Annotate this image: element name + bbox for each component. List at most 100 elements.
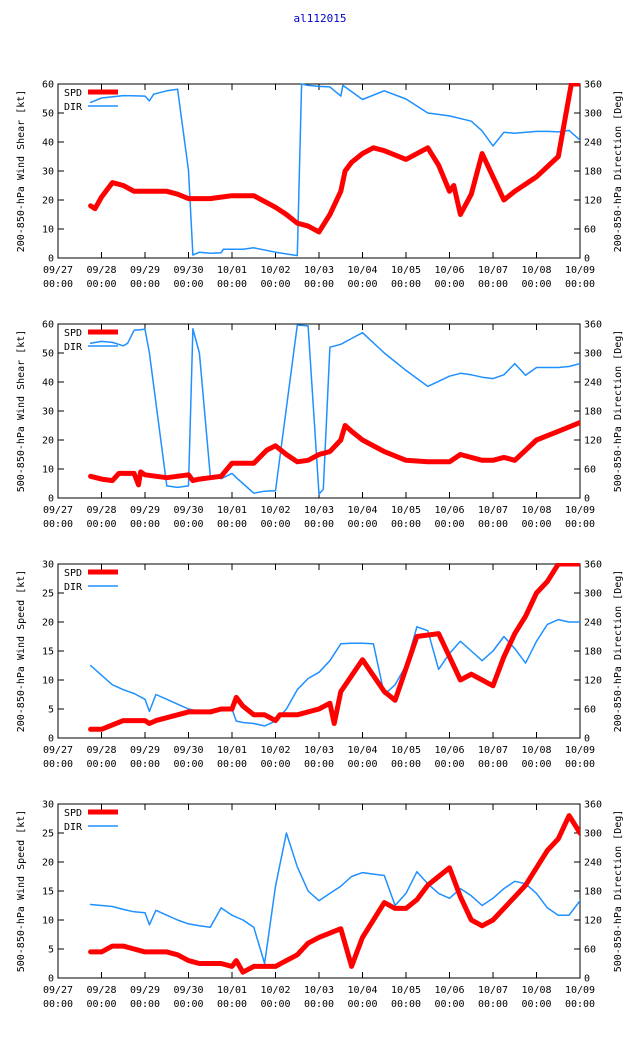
y-axis-label: 200-850-hPa Wind Shear [kt] [16, 90, 27, 253]
spd-series-line [88, 563, 580, 732]
x-tick-date: 10/09 [565, 745, 595, 756]
chart-panel-1: 0 10 20 30 40 50 60 0 60 120 180 240 300 360 09/27 00:0… [16, 80, 624, 291]
y-tick-label: 10 [42, 465, 54, 476]
y2-tick-label: 240 [584, 858, 602, 869]
x-tick-date: 09/30 [173, 265, 203, 276]
x-tick-time: 00:00 [521, 999, 551, 1010]
chart-title: al112015 [293, 12, 347, 25]
y2-tick-label: 360 [584, 320, 602, 331]
x-tick-time: 00:00 [173, 279, 203, 290]
y2-tick-label: 180 [584, 407, 602, 418]
x-tick-date: 10/04 [347, 745, 377, 756]
x-tick-date: 10/02 [260, 265, 290, 276]
y-tick-label: 15 [42, 887, 54, 898]
x-tick-time: 00:00 [130, 279, 160, 290]
legend: SPD DIR [64, 328, 118, 353]
x-tick-date: 09/28 [86, 745, 116, 756]
y-tick-label: 0 [48, 734, 54, 745]
y-axis-label: 500-850-hPa Wind Speed [kt] [16, 810, 27, 973]
x-tick-date: 09/27 [43, 985, 73, 996]
x-tick-date: 10/09 [565, 265, 595, 276]
x-tick-time: 00:00 [43, 279, 73, 290]
y-tick-label: 50 [42, 109, 54, 120]
series-group [88, 813, 580, 975]
chart-panel-4: 05101520253006012018024030036009/2700:00… [16, 800, 624, 1011]
y-tick-label: 0 [48, 254, 54, 265]
dir-series-line [89, 618, 580, 727]
x-tick-time: 00:00 [565, 279, 595, 290]
legend: SPD DIR [64, 568, 118, 593]
y2-tick-label: 60 [584, 465, 596, 476]
x-tick-date: 09/30 [173, 505, 203, 516]
y-tick-label: 60 [42, 80, 54, 91]
y2-tick-label: 300 [584, 589, 602, 600]
y-tick-label: 20 [42, 436, 54, 447]
x-tick-time: 00:00 [260, 519, 290, 530]
x-tick-time: 00:00 [478, 759, 508, 770]
y2-tick-label: 240 [584, 138, 602, 149]
x-tick-time: 00:00 [347, 759, 377, 770]
legend-spd-label: SPD [64, 88, 82, 99]
x-tick-time: 00:00 [304, 279, 334, 290]
x-tick-time: 00:00 [521, 519, 551, 530]
y-tick-label: 30 [42, 800, 54, 811]
legend-dir-label: DIR [64, 102, 83, 113]
legend-spd-label: SPD [64, 568, 82, 579]
y2-tick-label: 300 [584, 349, 602, 360]
series-group [88, 83, 580, 257]
y-tick-label: 40 [42, 138, 54, 149]
y2-tick-label: 60 [584, 945, 596, 956]
y2-tick-label: 300 [584, 109, 602, 120]
x-tick-date: 10/05 [391, 985, 421, 996]
y-tick-label: 0 [48, 974, 54, 985]
x-tick-date: 09/27 [43, 505, 73, 516]
legend-spd-label: SPD [64, 808, 82, 819]
dir-series-line [89, 324, 580, 495]
y-tick-label: 20 [42, 196, 54, 207]
series-group [88, 324, 580, 495]
y-tick-label: 25 [42, 589, 54, 600]
x-tick-date: 09/29 [130, 985, 160, 996]
x-tick-time: 00:00 [217, 279, 247, 290]
legend-spd-label: SPD [64, 328, 82, 339]
x-tick-date: 09/29 [130, 265, 160, 276]
plot-frame [57, 323, 581, 499]
y2-axis-label: 500-850-hPa Direction [Deg] [613, 810, 624, 973]
x-tick-date: 10/03 [304, 985, 334, 996]
x-tick-time: 00:00 [260, 999, 290, 1010]
x-tick-time: 00:00 [217, 759, 247, 770]
x-tick-date: 10/08 [521, 985, 551, 996]
x-tick-date: 10/03 [304, 745, 334, 756]
x-tick-time: 00:00 [391, 279, 421, 290]
x-tick-date: 10/01 [217, 265, 247, 276]
x-tick-time: 00:00 [304, 519, 334, 530]
x-tick-time: 00:00 [478, 279, 508, 290]
x-tick-time: 00:00 [434, 519, 464, 530]
x-tick-date: 09/27 [43, 745, 73, 756]
y2-tick-label: 180 [584, 167, 602, 178]
x-tick-time: 00:00 [43, 999, 73, 1010]
x-tick-time: 00:00 [304, 759, 334, 770]
x-tick-date: 10/06 [434, 505, 464, 516]
y-tick-label: 20 [42, 618, 54, 629]
y2-tick-label: 120 [584, 916, 602, 927]
y-axis-label: 200-850-hPa Wind Speed [kt] [16, 570, 27, 733]
spd-series-line [88, 419, 580, 488]
series-group [88, 563, 580, 732]
x-tick-date: 09/30 [173, 745, 203, 756]
x-tick-time: 00:00 [43, 519, 73, 530]
x-tick-time: 00:00 [86, 519, 116, 530]
y2-tick-label: 360 [584, 80, 602, 91]
y2-tick-label: 0 [584, 494, 590, 505]
x-tick-date: 10/09 [565, 505, 595, 516]
y2-tick-label: 120 [584, 436, 602, 447]
x-tick-time: 00:00 [86, 279, 116, 290]
x-tick-date: 10/01 [217, 985, 247, 996]
y-tick-label: 15 [42, 647, 54, 658]
x-tick-date: 10/07 [478, 265, 508, 276]
x-tick-time: 00:00 [434, 759, 464, 770]
x-tick-time: 00:00 [304, 999, 334, 1010]
y-axis-label: 500-850-hPa Wind Shear [kt] [16, 330, 27, 493]
x-tick-time: 00:00 [434, 999, 464, 1010]
